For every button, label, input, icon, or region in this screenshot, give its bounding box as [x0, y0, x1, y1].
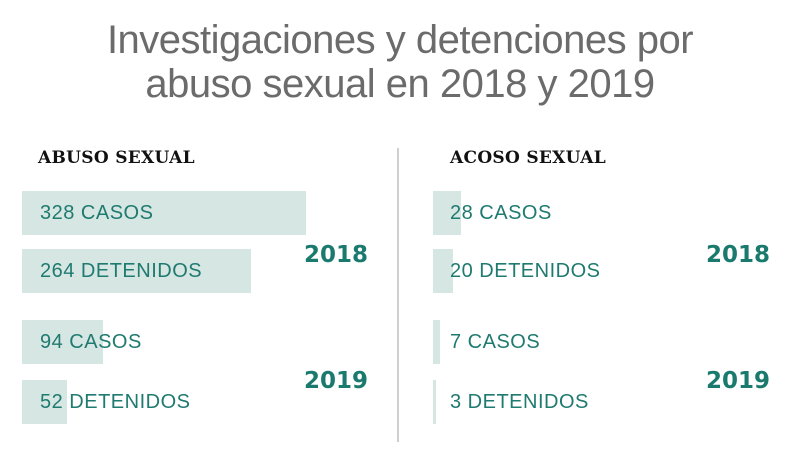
abuso-sexual-panel-title: ABUSO SEXUAL: [38, 148, 195, 168]
acoso-sexual-bar-2018-casos: [433, 191, 461, 235]
acoso-sexual-panel-title: ACOSO SEXUAL: [450, 148, 607, 168]
panel-divider: [397, 148, 399, 442]
abuso-sexual-bar-2018-casos: [22, 191, 306, 235]
acoso-sexual-bar-label-2018-casos: 28 CASOS: [450, 202, 552, 224]
abuso-sexual-bar-label-2019-detenidos: 52 DETENIDOS: [40, 391, 191, 413]
acoso-sexual-year-label-2019: 2019: [706, 368, 771, 394]
chart-title: Investigaciones y detenciones por abuso …: [0, 18, 800, 106]
abuso-sexual-year-label-2019: 2019: [304, 368, 369, 394]
acoso-sexual-bar-label-2019-detenidos: 3 DETENIDOS: [450, 391, 589, 413]
acoso-sexual-bar-2018-detenidos: [433, 249, 453, 293]
abuso-sexual-year-label-2018: 2018: [304, 242, 369, 268]
abuso-sexual-bar-label-2018-detenidos: 264 DETENIDOS: [40, 260, 203, 282]
acoso-sexual-bar-2019-casos: [433, 320, 440, 364]
chart-title-line-2: abuso sexual en 2018 y 2019: [145, 62, 655, 106]
chart-title-line-1: Investigaciones y detenciones por: [106, 18, 694, 62]
abuso-sexual-bar-label-2018-casos: 328 CASOS: [40, 202, 154, 224]
acoso-sexual-bar-2019-detenidos: [433, 380, 436, 424]
abuso-sexual-bar-label-2019-casos: 94 CASOS: [40, 331, 142, 353]
acoso-sexual-bar-label-2019-casos: 7 CASOS: [450, 331, 541, 353]
abuso-sexual-bar-2019-casos: [22, 320, 104, 364]
abuso-sexual-bar-2019-detenidos: [22, 380, 68, 424]
acoso-sexual-year-label-2018: 2018: [706, 242, 771, 268]
acoso-sexual-bar-label-2018-detenidos: 20 DETENIDOS: [450, 260, 601, 282]
abuso-sexual-bar-2018-detenidos: [22, 249, 251, 293]
